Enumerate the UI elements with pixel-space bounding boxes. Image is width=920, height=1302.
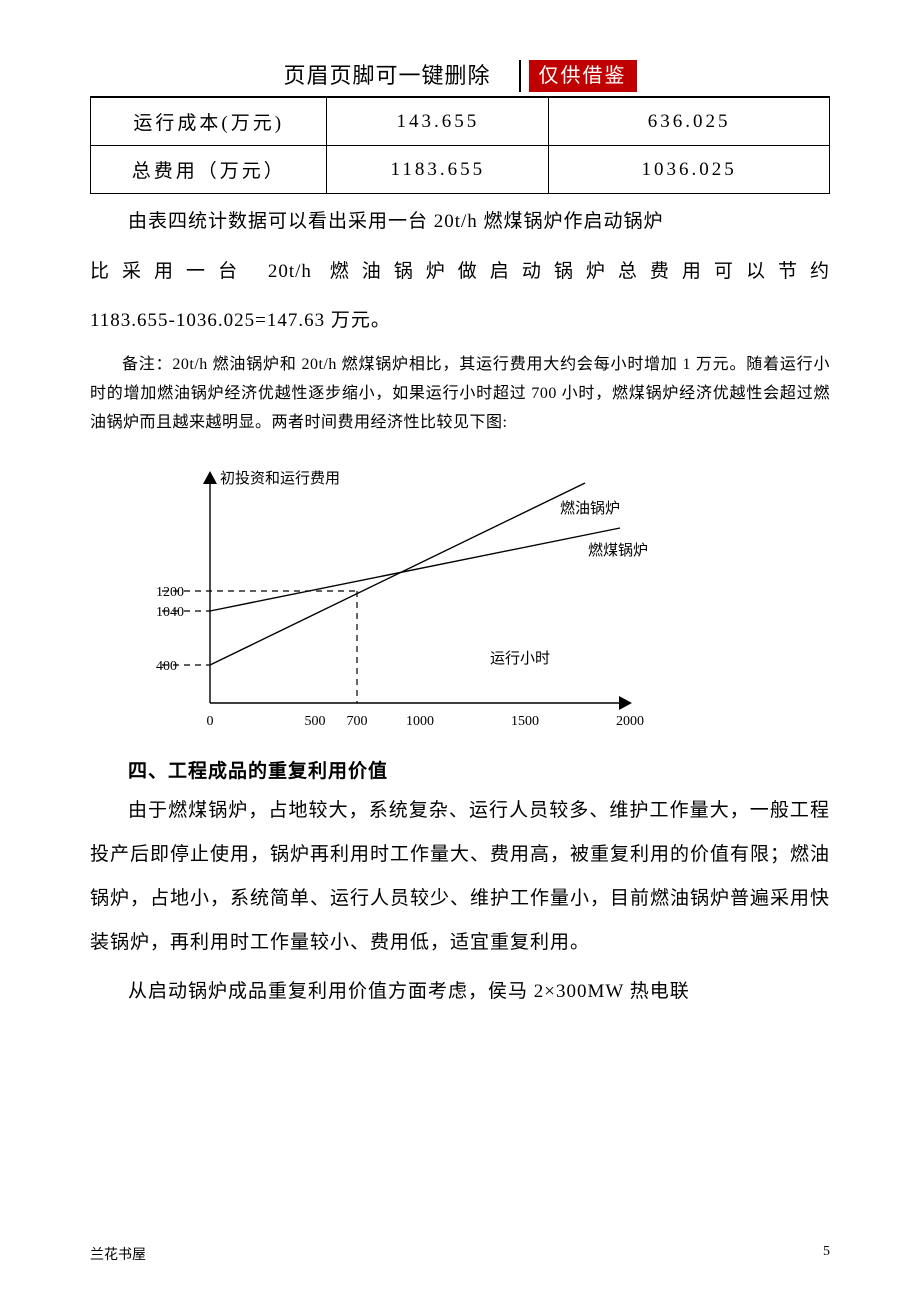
svg-text:1200: 1200 <box>156 585 184 600</box>
cell-value: 1183.655 <box>327 146 549 194</box>
svg-text:1000: 1000 <box>406 714 434 729</box>
svg-text:500: 500 <box>305 714 326 729</box>
svg-text:运行小时: 运行小时 <box>490 650 550 667</box>
svg-text:燃油锅炉: 燃油锅炉 <box>560 499 620 517</box>
header-title: 页眉页脚可一键删除 <box>283 60 520 92</box>
cell-label: 运行成本(万元) <box>91 98 327 146</box>
table-row: 总费用（万元） 1183.655 1036.025 <box>91 146 830 194</box>
paragraph-analysis-c: 1183.655-1036.025=147.63 万元。 <box>90 299 830 343</box>
cell-value: 143.655 <box>327 98 549 146</box>
cost-table: 运行成本(万元) 143.655 636.025 总费用（万元） 1183.65… <box>90 97 830 194</box>
chart-svg: 初投资和运行费用运行小时 0 500 700 1000 1500 2000 1200 1040 4… <box>90 453 650 743</box>
page-header: 页眉页脚可一键删除 仅供借鉴 <box>90 60 830 92</box>
paragraph-reuse: 由于燃煤锅炉，占地较大，系统复杂、运行人员较多、维护工作量大，一般工程投产后即停… <box>90 789 830 964</box>
svg-text:2000: 2000 <box>616 714 644 729</box>
footer-left: 兰花书屋 <box>90 1244 146 1264</box>
cost-chart: 初投资和运行费用运行小时 0 500 700 1000 1500 2000 1200 1040 4… <box>90 453 830 748</box>
cell-label: 总费用（万元） <box>91 146 327 194</box>
svg-text:700: 700 <box>347 714 368 729</box>
paragraph-analysis-a: 由表四统计数据可以看出采用一台 20t/h 燃煤锅炉作启动锅炉 <box>90 200 830 244</box>
svg-text:燃煤锅炉: 燃煤锅炉 <box>588 541 648 559</box>
paragraph-conclusion: 从启动锅炉成品重复利用价值方面考虑，侯马 2×300MW 热电联 <box>90 970 830 1014</box>
footer-page-number: 5 <box>823 1244 830 1264</box>
table-row: 运行成本(万元) 143.655 636.025 <box>91 98 830 146</box>
cell-value: 636.025 <box>549 98 830 146</box>
header-badge: 仅供借鉴 <box>529 60 637 92</box>
svg-text:1040: 1040 <box>156 605 184 620</box>
paragraph-note: 备注：20t/h 燃油锅炉和 20t/h 燃煤锅炉相比，其运行费用大约会每小时增… <box>90 351 830 437</box>
section-heading: 四、工程成品的重复利用价值 <box>90 756 830 783</box>
cell-value: 1036.025 <box>549 146 830 194</box>
svg-text:0: 0 <box>207 714 214 729</box>
svg-text:400: 400 <box>156 659 177 674</box>
paragraph-analysis-b: 比采用一台 20t/h 燃油锅炉做启动锅炉总费用可以节约 <box>90 250 830 294</box>
svg-text:初投资和运行费用: 初投资和运行费用 <box>220 470 340 487</box>
page-footer: 兰花书屋 5 <box>90 1244 830 1264</box>
svg-text:1500: 1500 <box>511 714 539 729</box>
